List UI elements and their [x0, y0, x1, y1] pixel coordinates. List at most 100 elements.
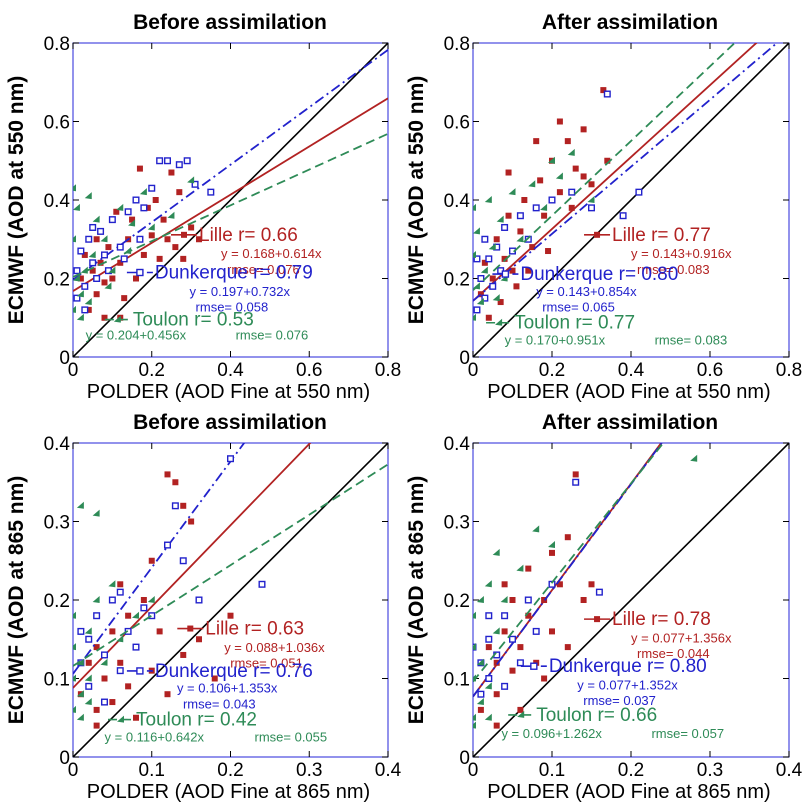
- data-point-toulon: [484, 682, 492, 690]
- data-point-lille: [140, 251, 147, 258]
- data-point-lille: [580, 597, 587, 603]
- y-tick-label: 0.6: [44, 113, 70, 134]
- y-tick-label: 0: [59, 748, 70, 769]
- legend-label: Lille r= 0.78: [612, 609, 711, 630]
- legend-label: Lille r= 0.63: [205, 619, 304, 640]
- data-point-lille: [133, 714, 139, 721]
- data-point-dunkerque: [195, 596, 203, 604]
- data-point-toulon: [167, 211, 175, 219]
- data-point-dunkerque: [108, 216, 116, 224]
- data-point-dunkerque: [108, 596, 116, 604]
- data-point-lille: [211, 675, 218, 682]
- x-tick-label: 0.4: [217, 360, 244, 381]
- data-point-dunkerque: [501, 223, 509, 231]
- data-point-lille: [529, 244, 536, 251]
- fit-equation: y = 0.170+0.951x: [505, 332, 606, 347]
- data-point-lille: [164, 691, 171, 698]
- data-point-lille: [188, 518, 195, 525]
- plot-data: [73, 43, 388, 357]
- x-axis-label: POLDER (AOD Fine at 865 nm): [87, 781, 370, 803]
- data-point-toulon: [587, 196, 595, 203]
- legend-label: Dunkerque r= 0.79: [155, 263, 313, 284]
- data-point-dunkerque: [85, 682, 93, 690]
- y-tick-label: 0.4: [444, 191, 471, 212]
- legend-label: Dunkerque r= 0.80: [549, 656, 707, 677]
- legend-marker: [594, 616, 601, 623]
- data-point-lille: [188, 224, 195, 231]
- data-point-lille: [580, 126, 587, 133]
- data-point-dunkerque: [588, 204, 596, 212]
- data-point-lille: [545, 248, 552, 255]
- rmse-value: rmse= 0.044: [637, 646, 710, 661]
- data-point-lille: [121, 295, 128, 302]
- rmse-value: rmse= 0.058: [196, 299, 269, 314]
- data-point-dunkerque: [572, 478, 580, 486]
- data-point-lille: [101, 314, 108, 321]
- y-tick-label: 0.2: [44, 270, 70, 291]
- one-to-one-line: [73, 43, 388, 357]
- x-tick-label: 0.6: [697, 360, 723, 381]
- data-point-dunkerque: [485, 635, 493, 643]
- legend-marker: [530, 662, 538, 670]
- y-tick-label: 0.8: [444, 34, 470, 55]
- data-point-dunkerque: [120, 255, 128, 263]
- legend-toulon: Toulon r= 0.77y = 0.170+0.951x rmse= 0.08…: [486, 313, 727, 347]
- data-point-toulon: [473, 611, 476, 619]
- legend-toulon: Toulon r= 0.53y = 0.204+0.456x rmse= 0.07…: [86, 310, 309, 343]
- fit-equation: y = 0.088+1.036x: [224, 640, 325, 655]
- data-point-lille: [485, 644, 492, 651]
- data-point-lille: [564, 644, 571, 651]
- data-point-lille: [85, 659, 92, 666]
- y-tick-label: 0.1: [44, 670, 70, 691]
- data-point-lille: [117, 581, 124, 588]
- data-point-lille: [525, 612, 532, 619]
- data-point-toulon: [84, 192, 92, 200]
- rmse-value: rmse= 0.065: [542, 299, 615, 314]
- data-point-toulon: [92, 509, 100, 517]
- data-point-lille: [93, 644, 100, 651]
- data-point-lille: [93, 291, 100, 298]
- data-point-lille: [156, 628, 163, 635]
- y-tick-label: 0.4: [44, 434, 71, 455]
- data-point-lille: [93, 722, 100, 729]
- data-point-toulon: [508, 188, 516, 196]
- data-point-dunkerque: [73, 294, 81, 302]
- one-to-one-line: [73, 443, 388, 757]
- data-point-toulon: [73, 705, 76, 713]
- data-point-lille: [505, 169, 512, 176]
- data-point-toulon: [548, 541, 555, 549]
- data-point-lille: [556, 581, 563, 588]
- data-point-dunkerque: [89, 259, 97, 267]
- data-point-dunkerque: [603, 90, 611, 98]
- data-point-toulon: [473, 713, 476, 721]
- data-point-dunkerque: [595, 588, 603, 596]
- data-point-dunkerque: [635, 188, 643, 196]
- data-point-lille: [164, 236, 171, 243]
- data-point-toulon: [476, 658, 484, 666]
- data-point-lille: [501, 255, 508, 262]
- fit-line-toulon: [73, 463, 388, 667]
- data-point-lille: [541, 212, 548, 219]
- legend-label: Toulon r= 0.66: [536, 705, 657, 726]
- data-point-lille: [196, 236, 202, 243]
- data-point-toulon: [108, 580, 116, 588]
- one-to-one-line: [473, 43, 789, 357]
- data-point-lille: [509, 597, 516, 603]
- fit-equation: y = 0.204+0.456x: [86, 328, 187, 343]
- x-tick-label: 0.8: [375, 360, 401, 381]
- x-axis-label: POLDER (AOD Fine at 550 nm): [487, 381, 770, 403]
- data-point-dunkerque: [85, 235, 93, 243]
- data-point-lille: [493, 691, 500, 698]
- data-point-lille: [501, 628, 508, 635]
- data-point-toulon: [104, 282, 112, 290]
- legend-label: Dunkerque r= 0.80: [520, 264, 678, 285]
- data-point-lille: [129, 216, 136, 223]
- data-point-lille: [537, 177, 544, 184]
- data-point-toulon: [473, 643, 476, 651]
- y-tick-label: 0.2: [44, 591, 70, 612]
- data-point-lille: [148, 232, 155, 239]
- data-point-toulon: [496, 215, 504, 223]
- data-point-toulon: [73, 274, 80, 282]
- data-point-toulon: [76, 713, 84, 721]
